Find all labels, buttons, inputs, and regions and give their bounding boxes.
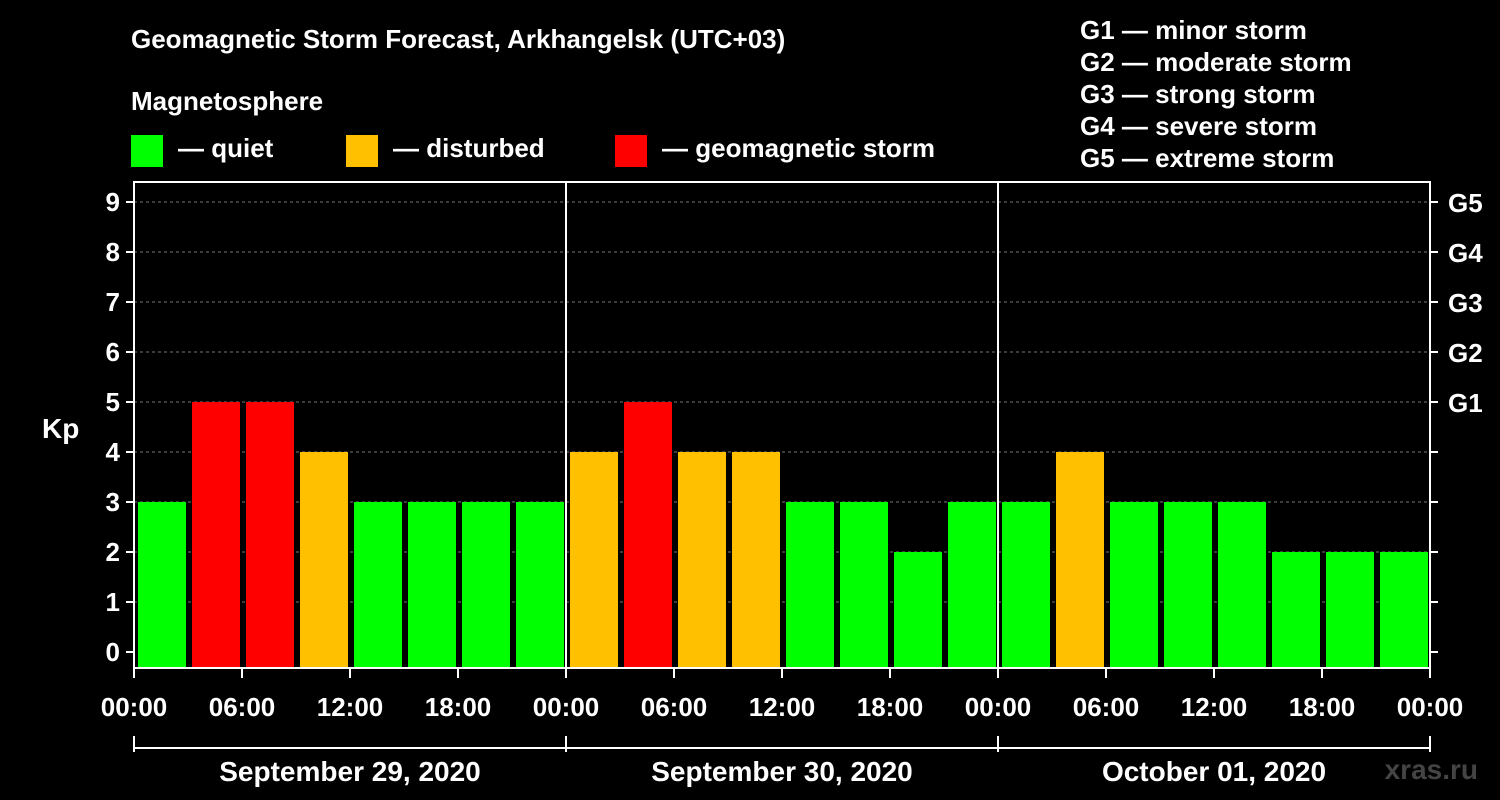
kp-bar (894, 552, 942, 668)
disturbed-legend-swatch (346, 135, 378, 167)
kp-bar (1380, 552, 1428, 668)
y-tick-label: 7 (106, 287, 120, 317)
kp-bar (462, 502, 510, 668)
quiet-legend-label: — quiet (178, 133, 274, 163)
g-scale-legend: G1 — minor storm G2 — moderate storm G3 … (1080, 14, 1352, 174)
kp-bar (1002, 502, 1050, 668)
x-tick-label: 18:00 (857, 692, 924, 722)
y-tick-label: 5 (106, 387, 120, 417)
g-legend-item: G4 — severe storm (1080, 111, 1318, 141)
kp-bar (840, 502, 888, 668)
y-tick-label: 0 (106, 637, 120, 667)
y-tick-label: 8 (106, 237, 120, 267)
x-tick-label: 12:00 (1181, 692, 1248, 722)
x-tick-label: 06:00 (1073, 692, 1140, 722)
x-tick-label: 18:00 (1289, 692, 1356, 722)
kp-bar (408, 502, 456, 668)
kp-bar (948, 502, 996, 668)
g-legend-item: G2 — moderate storm (1080, 47, 1352, 77)
x-tick-label: 00:00 (1397, 692, 1464, 722)
storm-legend-swatch (615, 135, 647, 167)
x-tick-label: 12:00 (749, 692, 816, 722)
kp-bar (624, 402, 672, 668)
x-tick-label: 12:00 (317, 692, 384, 722)
y-axis-label: Kp (42, 413, 79, 444)
y-tick-label: 1 (106, 587, 120, 617)
x-tick-label: 00:00 (101, 692, 168, 722)
g-scale-axis-label: G3 (1448, 288, 1483, 318)
y-tick-label: 6 (106, 337, 120, 367)
g-legend-item: G5 — extreme storm (1080, 143, 1335, 173)
kp-bar (570, 452, 618, 668)
chart-title: Geomagnetic Storm Forecast, Arkhangelsk … (131, 24, 786, 54)
x-tick-label: 00:00 (533, 692, 600, 722)
g-legend-item: G3 — strong storm (1080, 79, 1316, 109)
kp-bar (1272, 552, 1320, 668)
kp-bar (1056, 452, 1104, 668)
kp-bar (678, 452, 726, 668)
x-tick-label: 18:00 (425, 692, 492, 722)
kp-bar (1218, 502, 1266, 668)
g-scale-axis-label: G1 (1448, 388, 1483, 418)
y-tick-label: 9 (106, 187, 120, 217)
x-tick-label: 06:00 (209, 692, 276, 722)
kp-bar (192, 402, 240, 668)
kp-bar (138, 502, 186, 668)
kp-bar (1164, 502, 1212, 668)
kp-bar (732, 452, 780, 668)
g-legend-item: G1 — minor storm (1080, 15, 1307, 45)
kp-bar (1110, 502, 1158, 668)
kp-bar (1326, 552, 1374, 668)
day-label: September 30, 2020 (651, 756, 913, 787)
kp-bar (354, 502, 402, 668)
x-tick-label: 06:00 (641, 692, 708, 722)
storm-legend-label: — geomagnetic storm (662, 133, 936, 163)
kp-bar (786, 502, 834, 668)
y-tick-label: 3 (106, 487, 120, 517)
g-scale-axis-label: G5 (1448, 188, 1483, 218)
quiet-legend-swatch (131, 135, 163, 167)
y-tick-label: 2 (106, 537, 120, 567)
kp-bar (300, 452, 348, 668)
day-label: September 29, 2020 (219, 756, 481, 787)
magnetosphere-legend-title: Magnetosphere (131, 86, 324, 116)
kp-bar (246, 402, 294, 668)
g-scale-axis-label: G4 (1448, 238, 1483, 268)
disturbed-legend-label: — disturbed (393, 133, 545, 163)
x-tick-label: 00:00 (965, 692, 1032, 722)
g-scale-axis-label: G2 (1448, 338, 1483, 368)
watermark: xras.ru (1384, 754, 1478, 785)
y-tick-label: 4 (106, 437, 121, 467)
kp-bar (516, 502, 564, 668)
day-label: October 01, 2020 (1102, 756, 1326, 787)
